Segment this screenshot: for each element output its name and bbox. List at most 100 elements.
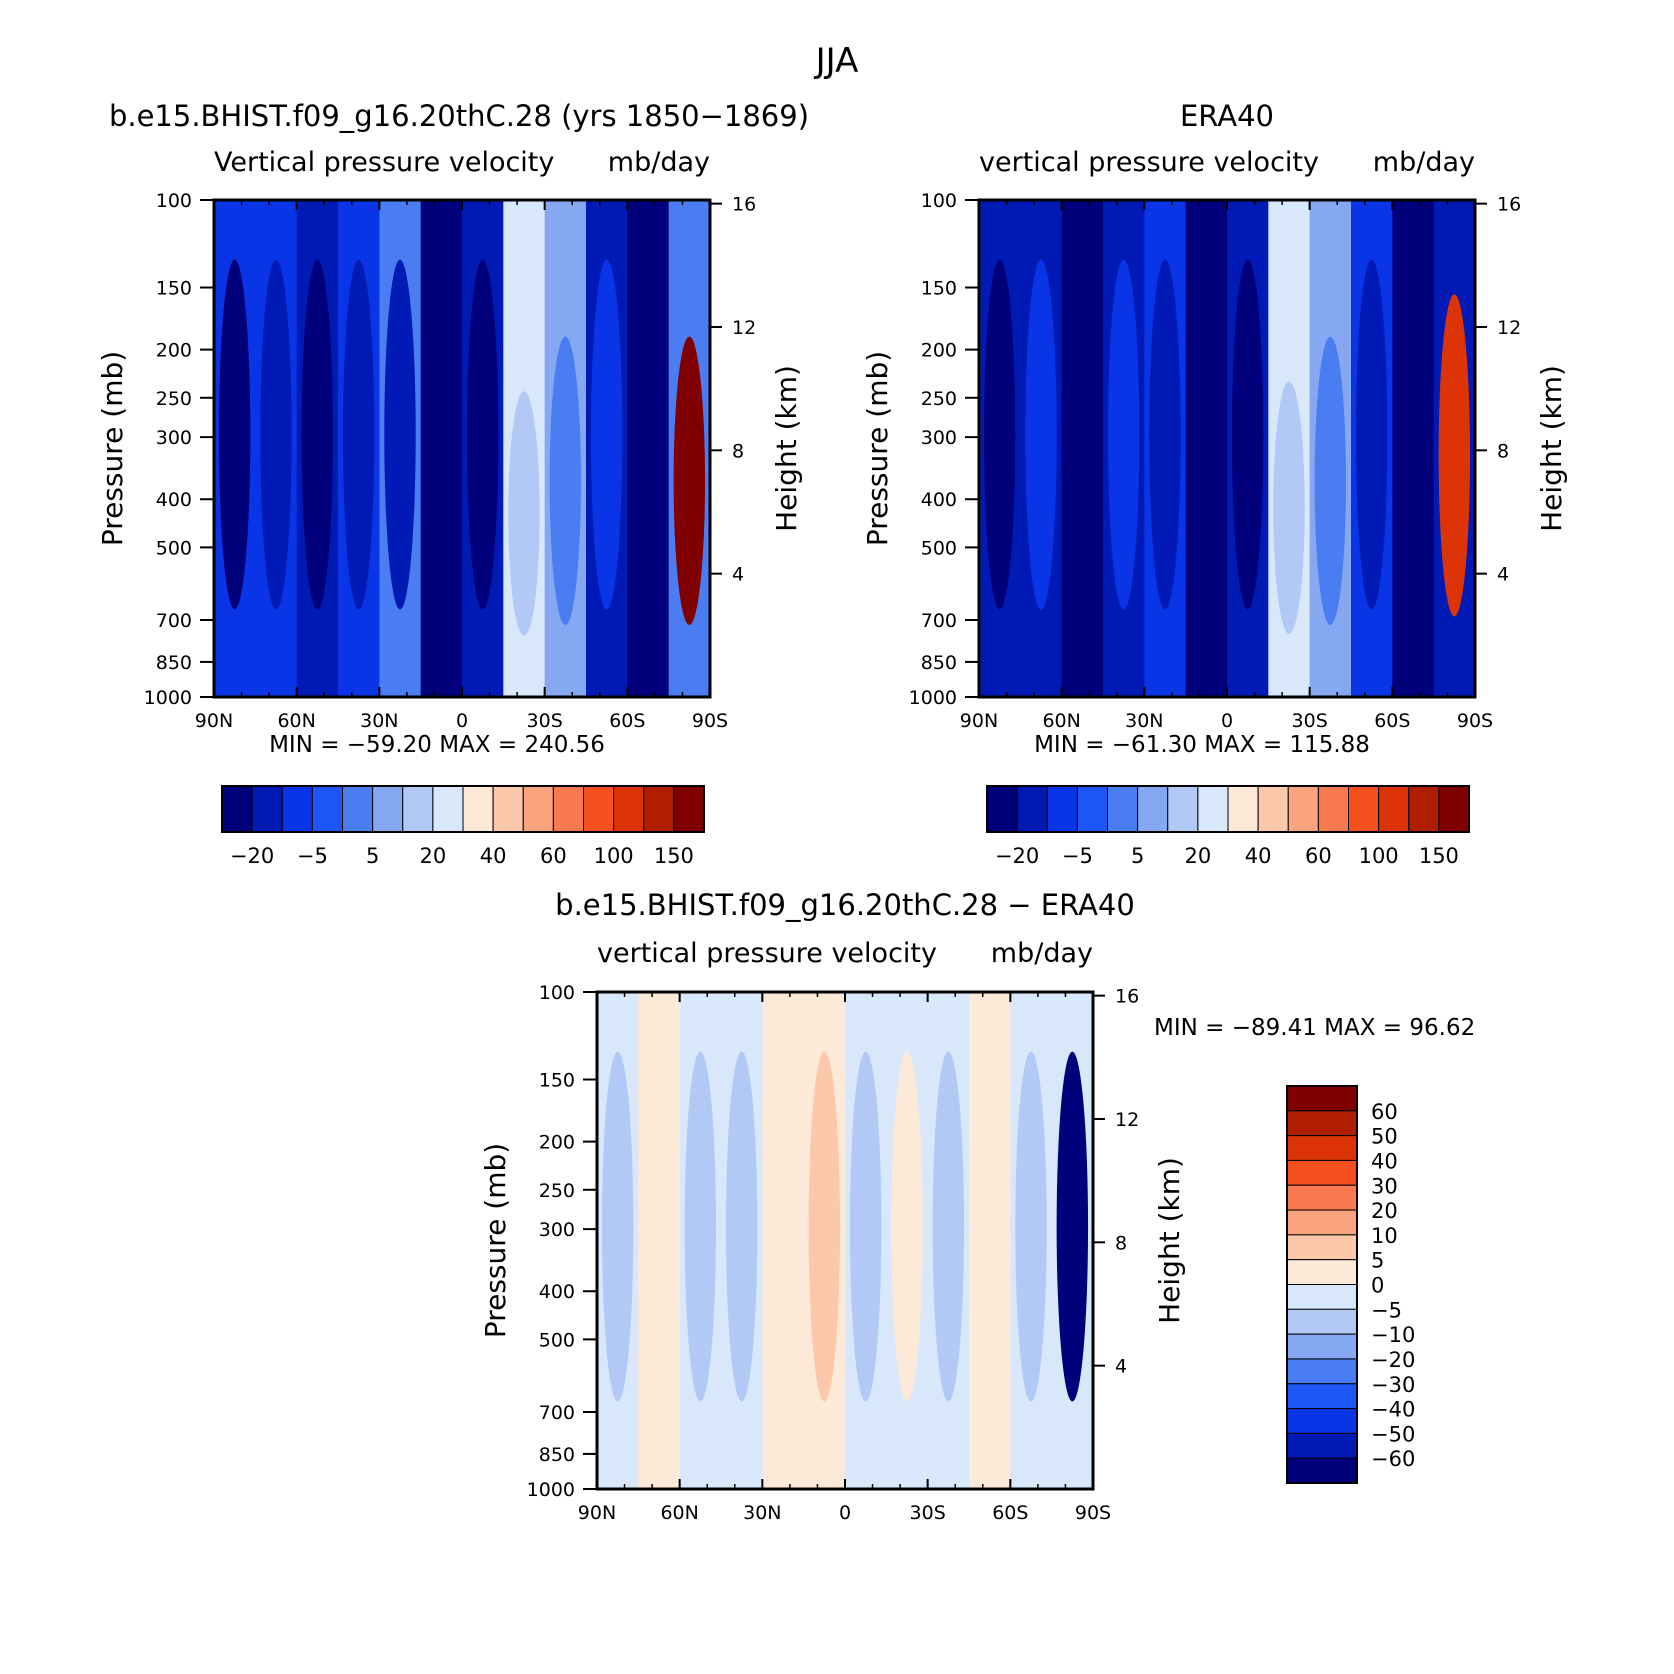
colorbar-label: 5: [1131, 844, 1144, 868]
right-tick-label: 16: [732, 194, 756, 216]
colorbar-frame: [1286, 1085, 1358, 1484]
field-core: [384, 259, 416, 610]
figure-title: JJA: [814, 41, 859, 81]
x-tick-label: 0: [839, 1502, 851, 1524]
colorbar-box: [1286, 1408, 1358, 1434]
colorbar-box: [1287, 785, 1319, 833]
colorbar-box: [1167, 785, 1199, 833]
colorbar-box: [1286, 1135, 1358, 1161]
y-tick-label: 200: [539, 1132, 575, 1154]
field-core: [1056, 1051, 1089, 1402]
field-core: [1015, 1051, 1047, 1402]
colorbar-label: 50: [1371, 1125, 1398, 1149]
colorbar-label: 10: [1371, 1224, 1398, 1248]
colorbar-box: [552, 785, 584, 833]
x-tick-label: 60S: [992, 1502, 1028, 1524]
right-tick-label: 4: [1497, 564, 1509, 586]
x-tick-label: 60N: [660, 1502, 698, 1524]
colorbar-label: 5: [1371, 1249, 1384, 1273]
field-core: [1355, 259, 1388, 610]
x-tick-label: 90S: [692, 710, 728, 732]
field-core: [260, 259, 292, 610]
colorbar-label: −10: [1371, 1323, 1415, 1347]
colorbar-box: [1286, 1184, 1358, 1211]
colorbar-label: −5: [297, 844, 328, 868]
x-tick-label: 0: [1221, 710, 1233, 732]
colorbar-label: −20: [1371, 1348, 1415, 1372]
colorbar-box: [1317, 785, 1349, 833]
colorbar-label: 20: [1185, 844, 1212, 868]
colorbar-box: [1286, 1234, 1358, 1261]
x-tick-label: 60S: [1374, 710, 1410, 732]
field-core: [767, 1051, 799, 1402]
min-max-label: MIN = −59.20 MAX = 240.56: [269, 732, 605, 758]
y-tick-label: 150: [539, 1070, 575, 1092]
colorbar-box: [251, 785, 283, 833]
colorbar-label: 60: [1371, 1100, 1398, 1124]
colorbar-box: [583, 785, 615, 833]
field-core: [1314, 336, 1347, 625]
panel-subtitle-left: Vertical pressure velocity: [214, 147, 554, 178]
field-core: [590, 259, 623, 610]
y-tick-label: 150: [921, 278, 957, 300]
colorbar-frame: [221, 785, 705, 833]
colorbar-label: 40: [480, 844, 507, 868]
x-tick-label: 60N: [277, 710, 315, 732]
colorbar-box: [986, 785, 1018, 833]
colorbar-box: [1107, 785, 1139, 833]
x-tick-label: 30S: [527, 710, 563, 732]
y-tick-label: 700: [156, 610, 192, 632]
y-tick-label: 850: [921, 652, 957, 674]
min-max-label: MIN = −89.41 MAX = 96.62: [1154, 1015, 1475, 1041]
colorbar-label: 20: [420, 844, 447, 868]
x-tick-label: 90S: [1075, 1502, 1111, 1524]
y-tick-label: 200: [156, 340, 192, 362]
x-tick-label: 90N: [960, 710, 998, 732]
y-tick-label: 150: [156, 278, 192, 300]
panel-difference: b.e15.BHIST.f09_g16.20thC.28 − ERA40 vert…: [479, 888, 1475, 1524]
colorbar-box: [1286, 1432, 1358, 1459]
colorbar-box: [1286, 1358, 1358, 1385]
colorbar-box: [1076, 785, 1108, 833]
x-tick-label: 30S: [1292, 710, 1328, 732]
y-tick-label: 400: [921, 489, 957, 511]
y-tick-label: 850: [539, 1444, 575, 1466]
field-core: [549, 336, 582, 625]
panel-title: b.e15.BHIST.f09_g16.20thC.28 (yrs 1850−1…: [109, 99, 809, 133]
panel-subtitle-right: mb/day: [608, 147, 710, 178]
x-tick-label: 90N: [195, 710, 233, 732]
colorbar-box: [432, 785, 464, 833]
y-axis-label: Pressure (mb): [479, 1143, 512, 1338]
right-tick-label: 12: [1115, 1109, 1139, 1131]
y-tick-label: 1000: [527, 1479, 575, 1501]
field-core: [301, 259, 334, 610]
colorbar-box: [402, 785, 434, 833]
y-tick-label: 700: [539, 1402, 575, 1424]
x-tick-label: 30N: [743, 1502, 781, 1524]
colorbar-box: [1438, 785, 1470, 833]
colorbar-label: 100: [1359, 844, 1399, 868]
colorbar-frame: [986, 785, 1470, 833]
right-tick-label: 16: [1115, 986, 1139, 1008]
y-tick-label: 250: [156, 388, 192, 410]
colorbar-label: −20: [995, 844, 1039, 868]
right-tick-label: 16: [1497, 194, 1521, 216]
colorbar-box: [1286, 1159, 1358, 1186]
colorbar-box: [1197, 785, 1229, 833]
colorbar-label: 5: [366, 844, 379, 868]
colorbar-label: −60: [1371, 1447, 1415, 1471]
colorbar-box: [673, 785, 705, 833]
colorbar-label: −40: [1371, 1398, 1415, 1422]
panel-subtitle-right: mb/day: [1373, 147, 1475, 178]
right-tick-label: 12: [732, 317, 756, 339]
field-core: [601, 1051, 634, 1402]
field-core: [673, 336, 706, 625]
y-axis-label-right: Height (km): [1153, 1157, 1186, 1324]
colorbar-box: [281, 785, 313, 833]
x-tick-label: 90S: [1457, 710, 1493, 732]
y-tick-label: 200: [921, 340, 957, 362]
field-core: [466, 259, 499, 610]
y-tick-label: 300: [156, 427, 192, 449]
field-core: [643, 1051, 675, 1402]
colorbar-box: [1348, 785, 1380, 833]
